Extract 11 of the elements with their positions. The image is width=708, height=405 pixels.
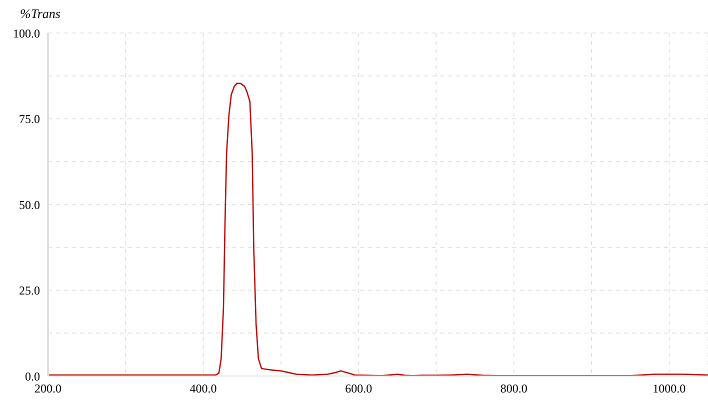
x-tick-label: 400.0 [190,382,217,396]
y-tick-label: 50.0 [19,198,40,212]
x-tick-label: 200.0 [34,382,62,396]
x-tick-label: 1000.0 [652,382,686,396]
y-tick-label: 0.0 [25,369,40,384]
x-tick-label: 600.0 [345,382,372,396]
y-axis-title: %Trans [20,6,60,22]
y-tick-label: 100.0 [13,26,40,40]
y-tick-label: 25.0 [19,284,40,298]
y-tick-label: 75.0 [19,112,40,126]
x-tick-label: 800.0 [500,382,528,396]
